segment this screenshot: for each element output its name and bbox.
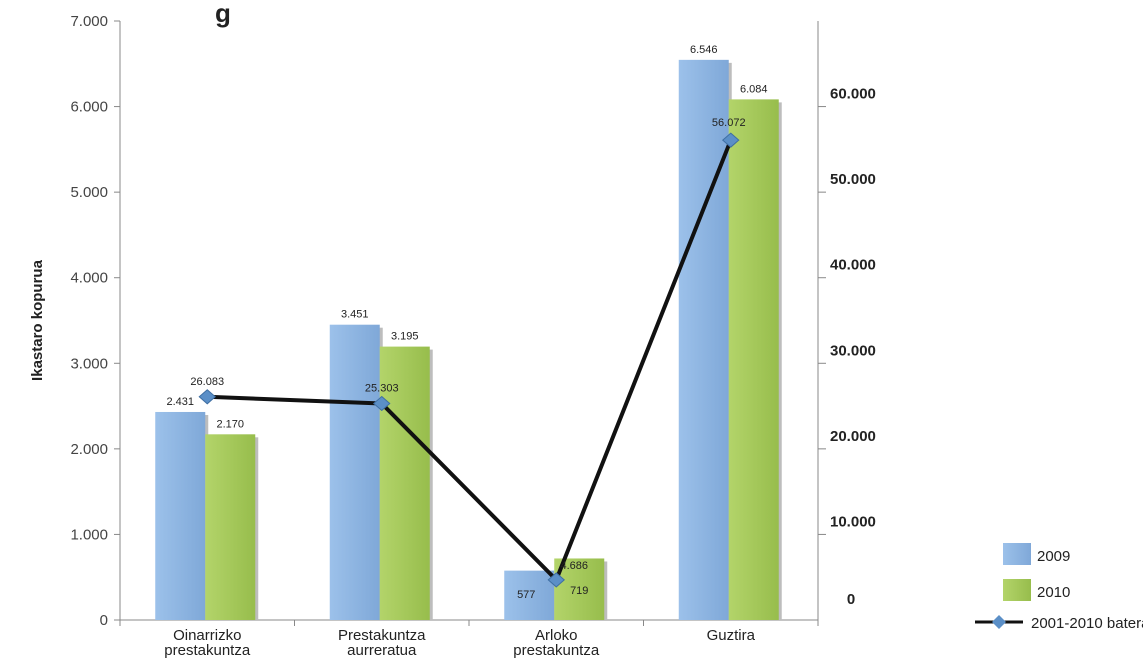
bar-value-label: 6.546 [690, 44, 718, 56]
right-tick-label: 40.000 [830, 257, 876, 274]
legend-line-marker [992, 615, 1006, 629]
line-value-label: 26.083 [190, 376, 224, 388]
right-tick-label: 50.000 [830, 171, 876, 188]
left-tick-label: 1.000 [70, 526, 108, 543]
right-tick-label: 10.000 [830, 513, 876, 530]
category-label: Prestakuntza aurreratua [338, 627, 426, 659]
category-label: Arloko prestakuntza [513, 627, 600, 659]
right-zero-label: 0 [847, 591, 855, 608]
category-label-line: Arloko [535, 627, 578, 644]
bar-2010 [728, 99, 779, 621]
category-label: Guztira [707, 627, 756, 644]
right-tick-label: 30.000 [830, 342, 876, 359]
line-value-label: 25.303 [365, 382, 399, 394]
category-label-line: aurreratua [347, 642, 417, 659]
bar-value-label: 3.451 [341, 309, 369, 321]
bar-value-label: 3.195 [391, 331, 419, 343]
category-label-line: Oinarrizko [173, 627, 241, 644]
bar-2009 [155, 411, 206, 620]
bar-value-label: 6.084 [740, 83, 768, 95]
legend-label-2010: 2010 [1037, 584, 1070, 601]
category-label-line: Prestakuntza [338, 627, 426, 644]
right-tick-label: 60.000 [830, 86, 876, 103]
bar-2010 [205, 434, 256, 620]
left-tick-label: 5.000 [70, 184, 108, 201]
category-label-line: prestakuntza [164, 642, 251, 659]
line-series [207, 139, 733, 582]
bar-2009 [329, 324, 380, 620]
line-marker [372, 395, 391, 412]
line-marker [198, 389, 217, 405]
legend-label-line: 2001-2010 bateratua [1031, 615, 1143, 632]
bar-2009 [678, 59, 729, 621]
left-tick-label: 4.000 [70, 270, 108, 287]
chart-title-fragment: g [215, 0, 231, 28]
left-tick-label: 6.000 [70, 99, 108, 116]
line-marker [721, 132, 740, 148]
right-tick-label: 20.000 [830, 428, 876, 445]
left-tick-label: 0 [100, 612, 108, 629]
legend-swatch-2010 [1003, 579, 1031, 601]
line-value-label: 4.686 [560, 560, 588, 572]
bar-value-label: 2.431 [166, 396, 194, 408]
line-value-label: 56.072 [712, 117, 746, 129]
category-label-line: prestakuntza [513, 642, 600, 659]
bar-2009 [504, 570, 555, 620]
line-marker [547, 572, 566, 588]
bar-2010 [379, 346, 430, 620]
bar-value-label: 577 [517, 589, 535, 601]
category-label: Oinarrizko prestakuntza [164, 627, 251, 659]
left-tick-label: 2.000 [70, 441, 108, 458]
left-tick-label: 3.000 [70, 355, 108, 372]
y-axis-title: Ikastaro kopurua [29, 259, 46, 381]
category-label-line: Guztira [707, 627, 756, 644]
bar-value-label: 2.170 [216, 418, 244, 430]
legend-swatch-2009 [1003, 543, 1031, 565]
left-tick-label: 7.000 [70, 13, 108, 30]
legend-label-2009: 2009 [1037, 548, 1070, 565]
bar-value-label: 719 [570, 585, 588, 597]
